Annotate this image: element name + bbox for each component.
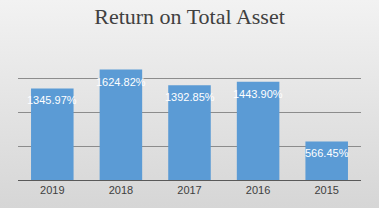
svg-text:2019: 2019 <box>40 184 64 196</box>
svg-text:2015: 2015 <box>314 184 338 196</box>
svg-text:1345.97%: 1345.97% <box>27 94 77 106</box>
svg-text:566.45%: 566.45% <box>305 147 349 159</box>
svg-text:2016: 2016 <box>246 184 270 196</box>
svg-text:2017: 2017 <box>177 184 201 196</box>
svg-text:1443.90%: 1443.90% <box>233 88 283 100</box>
svg-text:1624.82%: 1624.82% <box>96 76 146 88</box>
svg-text:Return on Total Asset: Return on Total Asset <box>94 4 285 29</box>
svg-text:2018: 2018 <box>109 184 133 196</box>
svg-text:1392.85%: 1392.85% <box>165 91 215 103</box>
